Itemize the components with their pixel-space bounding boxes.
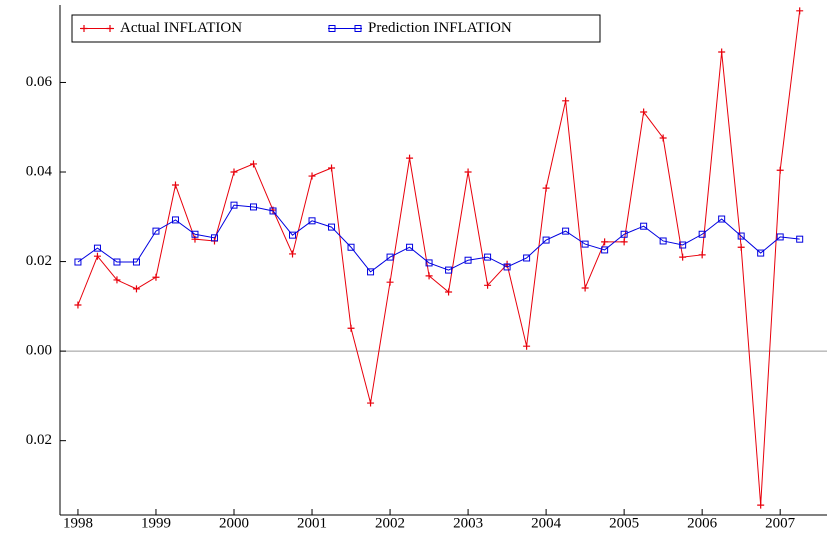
point	[776, 233, 784, 241]
point	[542, 184, 550, 192]
point	[679, 253, 687, 261]
point	[484, 281, 492, 289]
point	[718, 215, 726, 223]
point	[132, 285, 140, 293]
point	[386, 278, 394, 286]
point	[796, 235, 804, 243]
point	[659, 237, 667, 245]
point	[659, 134, 667, 142]
y-tick-label: 0.02	[26, 253, 52, 269]
point	[776, 166, 784, 174]
x-tick-label: 1999	[141, 515, 171, 531]
point	[191, 235, 199, 243]
point	[464, 256, 472, 264]
point	[737, 243, 745, 251]
point	[171, 216, 179, 224]
point	[542, 236, 550, 244]
point	[74, 301, 82, 309]
legend-label: Actual INFLATION	[120, 20, 242, 36]
point	[796, 7, 804, 15]
point	[152, 227, 160, 235]
point	[640, 108, 648, 116]
point	[328, 223, 336, 231]
point	[347, 324, 355, 332]
point	[581, 240, 589, 248]
point	[523, 342, 531, 350]
point	[269, 207, 277, 215]
point	[484, 253, 492, 261]
series-line	[77, 10, 801, 506]
point	[601, 238, 609, 246]
point	[757, 501, 765, 509]
point	[698, 251, 706, 259]
point	[562, 227, 570, 235]
point	[503, 263, 511, 271]
point	[581, 284, 589, 292]
point	[308, 217, 316, 225]
point	[74, 258, 82, 266]
x-tick-label: 1998	[63, 515, 93, 531]
point	[250, 203, 258, 211]
point	[425, 272, 433, 280]
x-tick-label: 2005	[609, 515, 639, 531]
legend-marker	[354, 25, 362, 32]
legend-label: Prediction INFLATION	[368, 20, 512, 36]
point	[601, 246, 609, 254]
point	[620, 238, 628, 246]
y-tick-label: 0.02	[26, 432, 52, 448]
x-tick-label: 2002	[375, 515, 405, 531]
point	[289, 250, 297, 258]
y-tick-label: 0.04	[26, 163, 53, 179]
point	[386, 253, 394, 261]
point	[698, 230, 706, 238]
point	[718, 48, 726, 56]
point	[445, 266, 453, 274]
point	[406, 243, 414, 251]
point	[171, 181, 179, 189]
point	[445, 288, 453, 296]
point	[679, 241, 687, 249]
point	[93, 252, 101, 260]
point	[289, 231, 297, 239]
point	[230, 201, 238, 209]
point	[113, 276, 121, 284]
point	[328, 164, 336, 172]
point	[562, 97, 570, 105]
point	[406, 154, 414, 162]
y-tick-label: 0.06	[26, 74, 53, 90]
point	[425, 259, 433, 267]
point	[737, 232, 745, 240]
point	[523, 254, 531, 262]
x-tick-label: 2004	[531, 515, 562, 531]
x-tick-label: 2000	[219, 515, 249, 531]
x-tick-label: 2007	[765, 515, 796, 531]
point	[113, 258, 121, 266]
point	[191, 230, 199, 238]
point	[230, 168, 238, 176]
point	[210, 234, 218, 242]
point	[93, 244, 101, 252]
point	[620, 230, 628, 238]
point	[367, 268, 375, 276]
legend-marker	[80, 25, 88, 32]
legend-marker	[328, 25, 336, 32]
y-tick-label: 0.00	[26, 343, 52, 359]
point	[132, 258, 140, 266]
x-tick-label: 2003	[453, 515, 483, 531]
point	[367, 399, 375, 407]
point	[464, 168, 472, 176]
point	[757, 249, 765, 257]
point	[347, 243, 355, 251]
x-tick-label: 2001	[297, 515, 327, 531]
x-tick-label: 2006	[687, 515, 718, 531]
legend-marker	[106, 25, 114, 32]
point	[640, 222, 648, 230]
point	[250, 160, 258, 168]
point	[308, 172, 316, 180]
point	[152, 273, 160, 281]
